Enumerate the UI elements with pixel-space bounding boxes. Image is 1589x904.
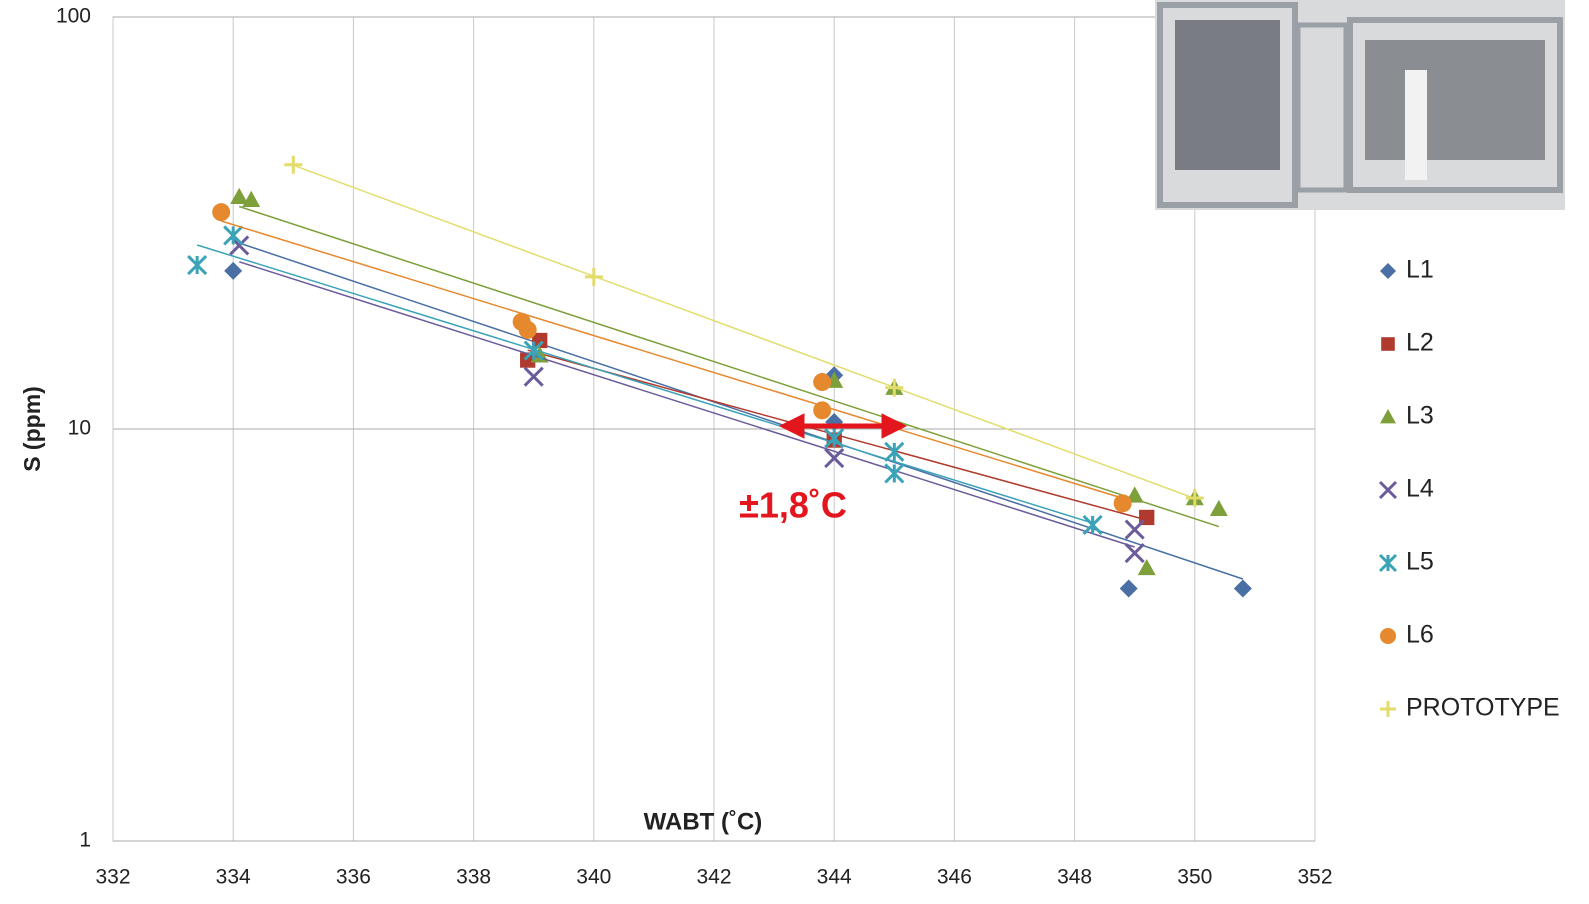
annotation: ±1,8˚C xyxy=(739,485,847,526)
annotation-arrow xyxy=(778,413,908,439)
data-point xyxy=(813,401,832,420)
x-tick-label: 334 xyxy=(216,866,251,889)
legend-marker xyxy=(1380,263,1396,279)
data-point xyxy=(1113,494,1132,513)
trend-line xyxy=(293,164,1196,500)
legend-marker xyxy=(1378,480,1398,500)
x-tick-label: 332 xyxy=(95,866,130,889)
x-tick-label: 348 xyxy=(1057,866,1092,889)
legend-label: L5 xyxy=(1406,548,1434,576)
data-point xyxy=(212,203,231,222)
trend-line xyxy=(232,240,1244,580)
data-point xyxy=(884,441,905,462)
data-point xyxy=(518,320,537,339)
data-point xyxy=(1209,499,1228,517)
data-point xyxy=(584,267,603,286)
data-point xyxy=(223,225,244,246)
data-point xyxy=(523,340,544,361)
legend-label: L1 xyxy=(1406,256,1434,284)
plot xyxy=(187,155,1252,598)
data-point xyxy=(813,373,832,392)
legend-marker xyxy=(1381,337,1395,351)
y-axis-label: S (ppm) xyxy=(19,386,45,472)
data-point xyxy=(1124,542,1145,564)
x-tick-label: 352 xyxy=(1297,866,1332,889)
legend-marker xyxy=(1380,628,1396,644)
x-tick-label: 338 xyxy=(456,866,491,889)
y-tick-label: 10 xyxy=(68,417,91,440)
x-tick-label: 344 xyxy=(817,866,852,889)
data-point xyxy=(230,187,249,205)
trend-line xyxy=(196,244,1093,524)
x-tick-label: 342 xyxy=(696,866,731,889)
data-point xyxy=(284,155,303,174)
legend-label: PROTOTYPE xyxy=(1406,694,1560,722)
data-point xyxy=(824,448,845,469)
trend-line xyxy=(238,205,1220,528)
data-point xyxy=(242,190,261,208)
data-point xyxy=(884,463,905,484)
data-point xyxy=(532,332,548,349)
data-point xyxy=(523,366,544,387)
legend-label: L2 xyxy=(1406,329,1434,357)
legend-label: L6 xyxy=(1406,621,1434,649)
x-tick-label: 340 xyxy=(576,866,611,889)
data-point xyxy=(187,254,208,276)
y-tick-label: 1 xyxy=(79,829,91,852)
legend-marker xyxy=(1378,553,1398,573)
data-point xyxy=(1082,514,1103,535)
data-point xyxy=(1119,579,1138,598)
x-axis-label: WABT (˚C) xyxy=(644,808,763,835)
x-tick-label: 350 xyxy=(1177,866,1212,889)
data-point xyxy=(1233,579,1252,598)
data-point xyxy=(520,352,536,368)
legend-marker xyxy=(1380,701,1396,717)
data-point xyxy=(1124,519,1145,540)
x-tick-label: 346 xyxy=(937,866,972,889)
data-point xyxy=(224,261,243,280)
legend-label: L3 xyxy=(1406,402,1434,430)
legend: L1 L2 L3 L4 L5 L6 PROTOTYPE xyxy=(1378,256,1560,722)
data-point xyxy=(1137,558,1156,576)
legend-marker xyxy=(1380,409,1396,424)
trend-line xyxy=(220,220,1123,499)
y-tick-label: 100 xyxy=(56,5,91,28)
grid: 332 334 336 338 340 342 344 346 348 350 352 1 10 100 xyxy=(56,5,1333,889)
trend-line xyxy=(238,261,1135,548)
data-point xyxy=(1185,489,1204,508)
photo xyxy=(1155,0,1565,210)
x-tick-label: 336 xyxy=(336,866,371,889)
legend-label: L4 xyxy=(1406,475,1434,503)
data-point xyxy=(824,428,845,449)
data-point xyxy=(885,378,904,397)
